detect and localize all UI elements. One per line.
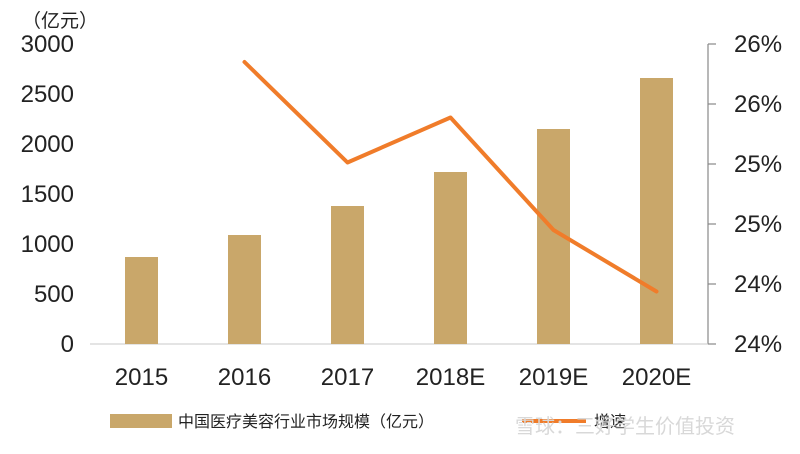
bar-2015: [125, 257, 158, 344]
x-tick-label: 2016: [218, 364, 271, 391]
growth-point: [655, 290, 658, 293]
bar-2020E: [640, 78, 673, 344]
y-left-tick-label: 3000: [21, 31, 74, 58]
legend-swatch-bar: [110, 414, 172, 428]
bar-2016: [228, 235, 261, 344]
y-left-tick-label: 2000: [21, 131, 74, 158]
legend: 中国医疗美容行业市场规模（亿元） 增速: [110, 412, 626, 431]
growth-point: [449, 116, 452, 119]
y-left-tick-label: 2500: [21, 81, 74, 108]
legend-label-line: 增速: [594, 412, 626, 431]
growth-point: [346, 161, 349, 164]
y-left-tick-label: 500: [34, 281, 74, 308]
y-right-tick-label: 25%: [734, 151, 782, 178]
y-right-tick-label: 26%: [734, 91, 782, 118]
x-tick-label: 2019E: [519, 364, 588, 391]
y-axis-left-ticks: 0 500 1000 1500 2000 2500 3000: [21, 31, 74, 358]
x-tick-label: 2017: [321, 364, 374, 391]
y-left-tick-label: 1500: [21, 181, 74, 208]
y-axis-right: 24% 24% 25% 25% 26% 26%: [707, 31, 782, 358]
x-tick-label: 2018E: [416, 364, 485, 391]
y-left-tick-label: 0: [61, 331, 74, 358]
growth-point: [243, 60, 246, 64]
y-axis-unit-label: （亿元）: [22, 10, 98, 32]
x-axis-tick-labels: 2015 2016 2017 2018E 2019E 2020E: [115, 364, 691, 391]
x-tick-label: 2020E: [622, 364, 691, 391]
legend-label-bar: 中国医疗美容行业市场规模（亿元）: [178, 412, 434, 431]
y-right-tick-label: 24%: [734, 271, 782, 298]
y-right-tick-label: 25%: [734, 211, 782, 238]
growth-line-series: [242, 60, 659, 294]
y-left-tick-label: 1000: [21, 231, 74, 258]
x-tick-label: 2015: [115, 364, 168, 391]
y-right-tick-label: 26%: [734, 31, 782, 58]
bar-2017: [331, 206, 364, 344]
bar-2018E: [434, 172, 467, 344]
bar-series: [125, 78, 673, 344]
growth-point: [552, 228, 555, 232]
y-right-tick-label: 24%: [734, 331, 782, 358]
watermark: 雪球：三好学生价值投资: [515, 414, 735, 438]
